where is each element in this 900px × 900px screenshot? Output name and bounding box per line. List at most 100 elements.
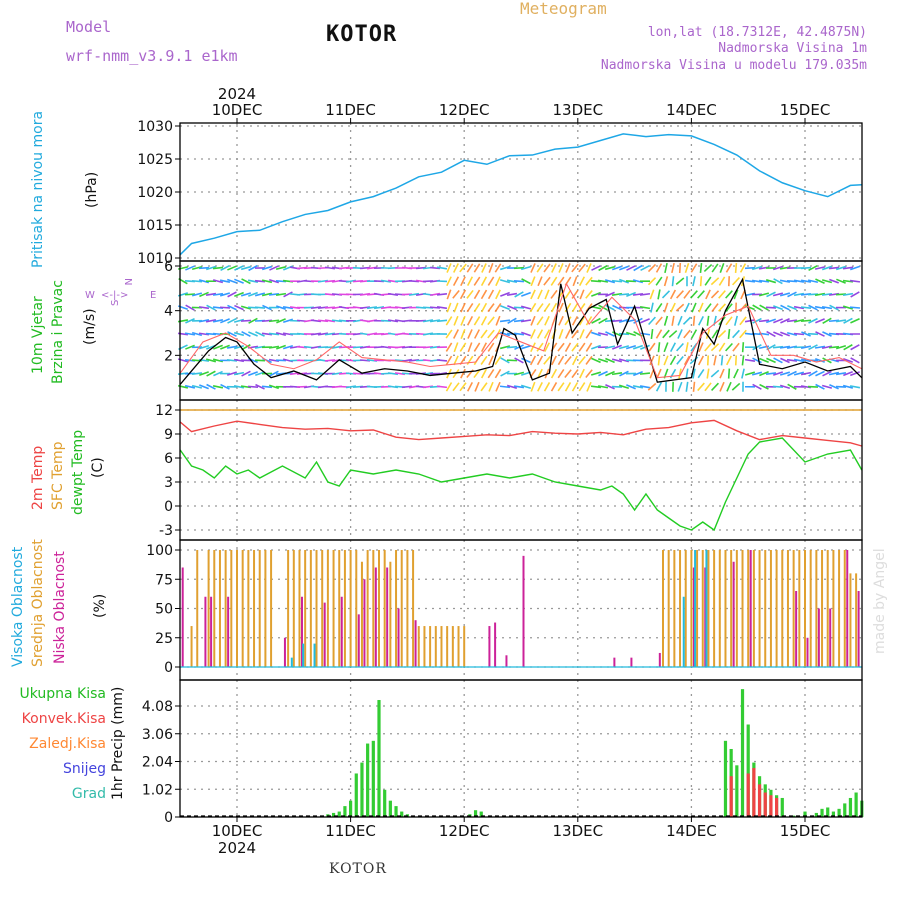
- wind-barb: [380, 359, 392, 362]
- wind-barb: [590, 385, 602, 389]
- wind-barb: [520, 319, 532, 323]
- y-tick-label: 0: [164, 499, 173, 515]
- wind-barb: [429, 385, 441, 388]
- wind-barb: [487, 342, 495, 352]
- wind-barb: [710, 277, 720, 286]
- wind-barb: [550, 382, 558, 392]
- wind-barb: [247, 279, 259, 284]
- wind-barb: [550, 342, 558, 352]
- wind-barb: [604, 265, 616, 271]
- y-tick-label: 2.04: [142, 755, 173, 771]
- wind-barb: [773, 278, 783, 285]
- wind-barb: [815, 383, 825, 390]
- wind-barb: [632, 292, 644, 296]
- wind-barb: [780, 357, 790, 364]
- wind-barb: [759, 383, 769, 390]
- wind-barb: [212, 279, 224, 284]
- wind-barb: [387, 292, 399, 296]
- wind-barb: [460, 315, 466, 326]
- wind-barb: [283, 291, 293, 298]
- wind-barb: [655, 276, 663, 286]
- wind-barb: [690, 290, 698, 299]
- wind-barb: [289, 385, 301, 388]
- wind-barb: [185, 344, 195, 350]
- wind-barb: [726, 355, 732, 366]
- wind-barb: [191, 292, 203, 297]
- wind-barb: [205, 332, 217, 336]
- wind-barb: [558, 302, 564, 313]
- conv-precip-bar: [763, 792, 767, 817]
- wind-barb: [494, 355, 502, 366]
- total-precip-bar: [366, 743, 370, 817]
- wind-barb: [551, 315, 557, 326]
- wind-barb: [585, 342, 593, 352]
- wind-barb: [625, 344, 637, 350]
- total-precip-bar: [326, 814, 330, 817]
- wind-barb: [494, 368, 502, 379]
- wind-barb: [459, 289, 467, 300]
- wind-barb: [359, 266, 371, 270]
- wind-barb: [359, 332, 371, 336]
- wind-barb: [752, 344, 762, 351]
- wind-barb: [480, 355, 488, 365]
- wind-speed-line: [179, 277, 863, 385]
- wind-barb: [429, 306, 441, 309]
- wind-barb: [198, 306, 210, 310]
- wind-barb: [500, 370, 510, 377]
- compass-west: W: [85, 290, 95, 301]
- wind-barb: [422, 292, 434, 296]
- wind-barb: [558, 329, 564, 339]
- model-label: Model: [66, 18, 112, 36]
- wind-barb: [282, 318, 294, 324]
- wind-barb: [733, 289, 739, 300]
- wind-barb: [317, 385, 329, 389]
- wind-barb: [394, 319, 406, 323]
- wind-barb: [773, 318, 783, 324]
- wind-barb: [670, 302, 676, 313]
- wind-barb: [466, 289, 474, 299]
- wind-barb: [520, 384, 532, 389]
- wind-barb: [289, 306, 301, 310]
- wind-barb: [380, 266, 392, 270]
- wind-barb: [619, 370, 629, 377]
- wind-barb: [550, 302, 558, 313]
- wind-barb: [359, 359, 371, 362]
- wind-barb: [310, 385, 322, 389]
- wind-barb: [766, 344, 776, 351]
- wind-barb: [564, 302, 572, 313]
- compass-south: S: [110, 300, 121, 306]
- wind-barb: [220, 318, 230, 324]
- y-tick-label: 6: [164, 259, 173, 275]
- wind-barb: [626, 384, 636, 390]
- panel-frame: [179, 399, 863, 541]
- wind-barb: [495, 381, 501, 392]
- wind-barb: [338, 332, 350, 336]
- wind-barb: [387, 266, 399, 270]
- wind-barb: [466, 316, 474, 326]
- wind-barb: [564, 369, 572, 378]
- wind-barb: [710, 343, 720, 352]
- wind-barb: [536, 329, 544, 339]
- wind-label-2: Brzina i Pravac: [50, 280, 66, 384]
- wind-barb: [663, 302, 669, 313]
- wind-barb: [415, 279, 427, 283]
- wind-barb: [473, 329, 481, 339]
- wind-barb: [704, 382, 712, 392]
- wind-barb: [632, 279, 644, 284]
- wind-barb: [488, 263, 494, 273]
- wind-barb: [697, 290, 705, 299]
- wind-barb: [739, 329, 747, 339]
- wind-barb: [626, 291, 636, 297]
- wind-barb: [191, 384, 203, 389]
- wind-barb: [786, 280, 798, 283]
- wind-barb: [605, 291, 615, 298]
- wind-barb: [213, 344, 223, 350]
- wind-barb: [793, 305, 805, 310]
- wind-barb: [198, 279, 210, 284]
- wind-barb: [765, 372, 777, 376]
- total-precip-bar: [860, 800, 864, 817]
- wind-barb: [359, 372, 371, 375]
- conv-precip-label: Konvek.Kisa: [21, 711, 106, 727]
- wind-barb: [808, 370, 818, 377]
- wind-barb: [387, 332, 399, 336]
